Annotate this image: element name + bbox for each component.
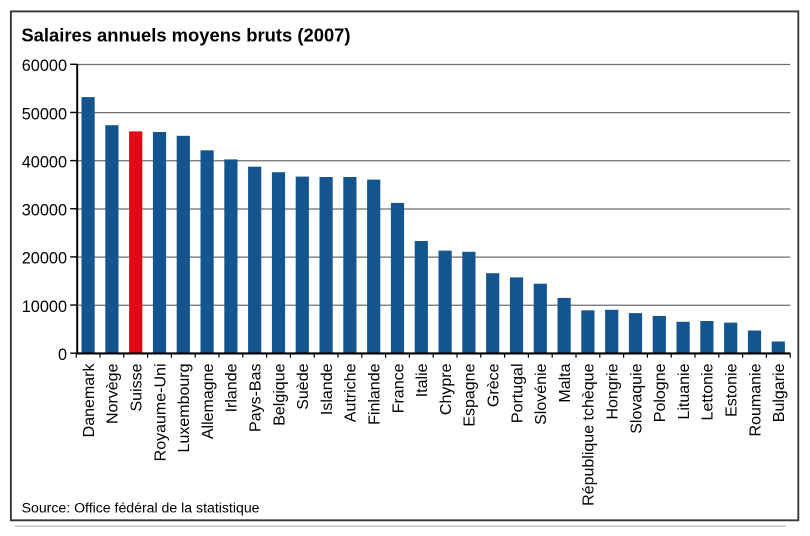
svg-text:Royaume-Uni: Royaume-Uni [152,364,169,462]
svg-text:Luxembourg: Luxembourg [176,364,193,453]
svg-text:République tchèque: République tchèque [581,363,598,505]
svg-text:Slovaquie: Slovaquie [628,363,645,433]
svg-text:Slovénie: Slovénie [533,363,550,424]
svg-text:Salaires annuels moyens bruts: Salaires annuels moyens bruts (2007) [21,24,350,45]
svg-text:Italie: Italie [414,363,431,397]
svg-text:10000: 10000 [22,298,67,316]
svg-text:Belgique: Belgique [271,363,288,425]
svg-text:Pologne: Pologne [652,363,669,422]
svg-text:0: 0 [58,346,67,364]
svg-text:Grèce: Grèce [486,363,503,407]
svg-text:Hongrie: Hongrie [605,363,622,419]
svg-text:Lettonie: Lettonie [700,363,717,420]
svg-text:Suède: Suède [295,363,312,409]
svg-text:Islande: Islande [319,363,336,415]
svg-text:Malta: Malta [557,363,574,402]
svg-text:Bulgarie: Bulgarie [771,363,788,422]
svg-text:50000: 50000 [22,105,67,123]
svg-text:Finlande: Finlande [367,363,384,424]
svg-text:Roumanie: Roumanie [747,363,764,436]
svg-text:Pays-Bas: Pays-Bas [248,364,265,432]
svg-text:Lituanie: Lituanie [676,363,693,419]
svg-text:Danemark: Danemark [81,363,98,438]
svg-text:60000: 60000 [22,57,67,75]
svg-text:Portugal: Portugal [509,364,526,424]
svg-text:France: France [390,363,407,413]
svg-text:Allemagne: Allemagne [200,363,217,439]
svg-text:40000: 40000 [22,153,67,171]
svg-text:Espagne: Espagne [462,363,479,426]
svg-text:Norvège: Norvège [105,363,122,424]
svg-text:Source: Office fédéral de la s: Source: Office fédéral de la statistique [22,499,260,515]
svg-text:Estonie: Estonie [724,363,741,416]
svg-text:20000: 20000 [22,250,67,268]
svg-text:Chypre: Chypre [438,363,455,415]
svg-text:30000: 30000 [22,202,67,220]
svg-text:Irlande: Irlande [224,363,241,412]
svg-text:Autriche: Autriche [343,363,360,422]
svg-text:Suisse: Suisse [129,363,146,411]
